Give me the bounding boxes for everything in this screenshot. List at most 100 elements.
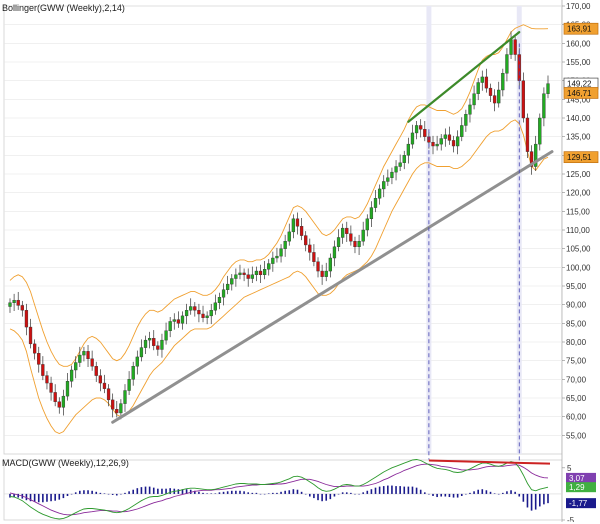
- macd-histogram-bar: [460, 493, 463, 496]
- macd-histogram-bar: [247, 492, 249, 494]
- macd-histogram-bar: [547, 493, 549, 504]
- candle-body: [189, 306, 193, 311]
- candle-body: [90, 358, 94, 367]
- macd-histogram-bar: [296, 489, 299, 494]
- macd-histogram-bar: [341, 492, 344, 494]
- price-tick-label: 145,00: [566, 95, 591, 104]
- macd-histogram-bar: [440, 493, 443, 497]
- candle-body: [382, 181, 386, 190]
- macd-histogram-bar: [42, 493, 44, 503]
- macd-histogram-bar: [362, 492, 364, 494]
- macd-histogram-bar: [136, 488, 139, 494]
- candle-body: [460, 125, 464, 137]
- macd-histogram-bar: [354, 493, 356, 495]
- macd-histogram-bar: [309, 493, 311, 497]
- macd-histogram-bar: [218, 492, 221, 494]
- candle-body: [180, 315, 185, 324]
- candle-body: [82, 351, 86, 356]
- macd-histogram-bar: [534, 493, 537, 510]
- candle-body: [316, 261, 320, 272]
- candle-body: [106, 388, 111, 401]
- macd-histogram-bar: [522, 493, 525, 502]
- macd-histogram-bar: [243, 491, 245, 494]
- candle-body: [365, 218, 369, 231]
- macd-histogram-bar: [99, 492, 102, 494]
- macd-histogram-bar: [325, 493, 328, 501]
- macd-histogram-bar: [165, 488, 167, 494]
- macd-histogram-bar: [29, 493, 32, 502]
- candle-body: [410, 132, 415, 145]
- macd-histogram-bar: [300, 491, 303, 494]
- price-tick-label: 75,00: [566, 357, 587, 366]
- price-tick-label: 110,00: [566, 226, 590, 235]
- macd-histogram-bar: [321, 493, 323, 502]
- candle-body: [279, 248, 283, 257]
- candle-body: [28, 326, 33, 345]
- macd-histogram-bar: [58, 493, 61, 500]
- candle-body: [127, 379, 131, 391]
- candle-body: [324, 270, 328, 277]
- macd-tick-label: 5: [567, 464, 572, 473]
- candle-body: [12, 299, 16, 304]
- candle-body: [439, 138, 443, 145]
- candle-body: [258, 270, 263, 276]
- candle-body: [147, 338, 152, 341]
- macd-histogram-bar: [407, 486, 410, 494]
- candle-body: [275, 255, 279, 259]
- macd-histogram-bar: [83, 490, 85, 494]
- candle-body: [332, 246, 337, 259]
- candle-body: [328, 257, 332, 272]
- macd-histogram-bar: [70, 493, 73, 495]
- candle-body: [373, 198, 378, 208]
- candle-body: [443, 134, 447, 139]
- candle-body: [534, 143, 538, 167]
- macd-histogram-bar: [432, 493, 434, 496]
- macd-value-label-text: 3,07: [569, 474, 585, 483]
- candle-body: [287, 231, 291, 242]
- macd-histogram-bar: [259, 493, 262, 495]
- macd-histogram-bar: [288, 490, 291, 494]
- candle-body: [135, 356, 139, 367]
- candle-body: [201, 313, 205, 318]
- support-trendline: [111, 150, 554, 424]
- macd-histogram-bar: [506, 491, 508, 494]
- candle-body: [143, 339, 148, 348]
- macd-histogram-bar: [276, 492, 278, 494]
- candle-body: [308, 244, 312, 253]
- candle-body: [291, 218, 296, 233]
- macd-histogram-bar: [329, 493, 332, 500]
- macd-histogram-bar: [399, 486, 401, 494]
- candle-body: [213, 302, 217, 311]
- macd-histogram-bar: [235, 490, 237, 494]
- candle-body: [123, 390, 127, 404]
- macd-histogram-bar: [452, 493, 455, 498]
- candle-body: [16, 299, 20, 306]
- candle-body: [295, 218, 300, 227]
- macd-value-label-text: 1,29: [569, 483, 585, 492]
- macd-histogram-bar: [497, 493, 500, 495]
- macd-histogram-bar: [95, 491, 98, 494]
- macd-histogram-bar: [210, 493, 213, 494]
- macd-histogram-bar: [313, 493, 315, 499]
- candle-body: [525, 117, 530, 152]
- macd-histogram-bar: [350, 492, 352, 494]
- price-value-label: [563, 22, 599, 35]
- macd-line: [9, 459, 549, 520]
- candle-body: [435, 143, 439, 147]
- macd-histogram-bar: [263, 493, 266, 495]
- macd-histogram-bar: [514, 491, 516, 494]
- macd-histogram-bar: [428, 493, 430, 495]
- candle-body: [398, 162, 402, 167]
- macd-histogram-bar: [530, 493, 533, 511]
- price-tick-label: 70,00: [566, 375, 587, 384]
- candle-body: [423, 128, 427, 137]
- macd-histogram-bar: [370, 489, 373, 494]
- macd-histogram-bar: [481, 489, 484, 494]
- macd-histogram-bar: [489, 491, 492, 494]
- macd-histogram-bar: [148, 486, 151, 494]
- candle-body: [164, 330, 168, 341]
- candle-body: [402, 155, 406, 163]
- resistance-trendline: [407, 31, 521, 123]
- macd-histogram-bar: [448, 493, 451, 498]
